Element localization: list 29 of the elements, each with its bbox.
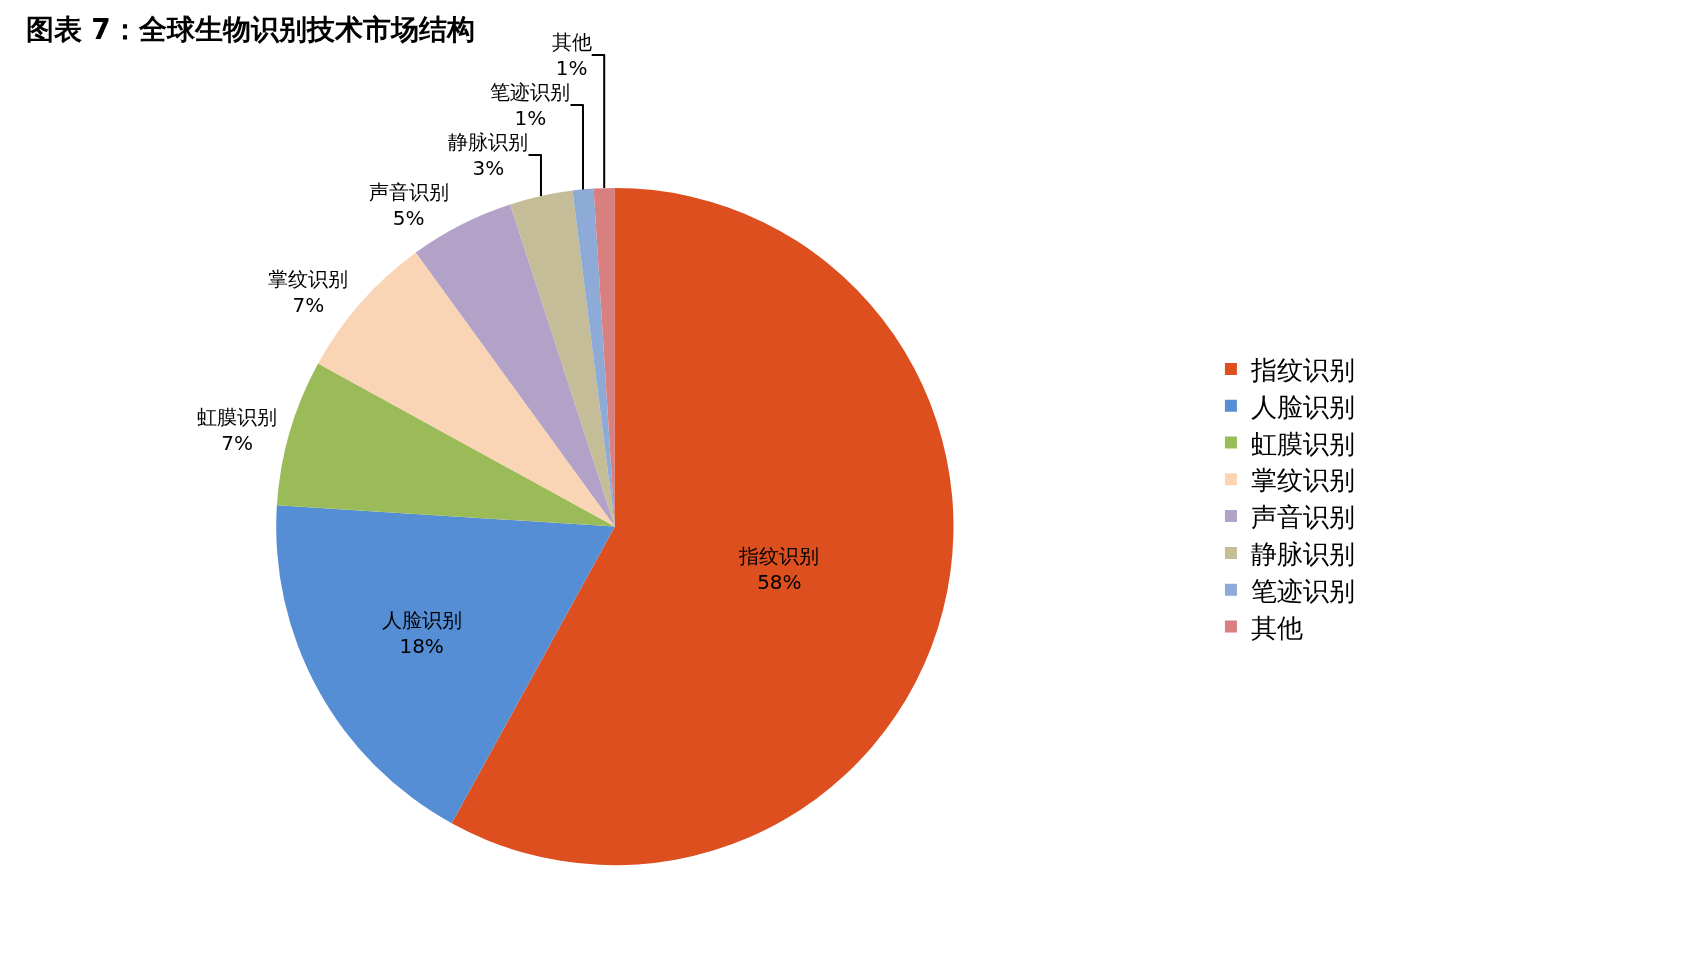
pie-slice: [510, 190, 615, 527]
legend-label: 掌纹识别: [1250, 465, 1355, 496]
data-label: 18%: [399, 633, 444, 658]
data-label: 7%: [292, 292, 325, 317]
slice-label: 指纹识别: [738, 543, 820, 568]
data-label: 1%: [555, 55, 588, 80]
pie-slice: [572, 188, 615, 527]
slice-label: 其他: [551, 29, 592, 54]
slice-label: 虹膜识别: [197, 405, 278, 430]
pie-slice: [276, 505, 615, 824]
legend-label: 声音识别: [1250, 502, 1355, 533]
data-label: 3%: [472, 155, 505, 180]
legend-label: 其他: [1250, 612, 1303, 643]
slice-label: 声音识别: [368, 179, 449, 204]
pie-slice: [276, 363, 615, 527]
legend-label: 笔迹识别: [1250, 575, 1355, 606]
data-label: 1%: [514, 105, 547, 130]
chart-title: 图表 7：全球生物识别技术市场结构: [25, 12, 475, 46]
slice-label: 人脸识别: [381, 607, 462, 632]
legend-label: 虹膜识别: [1250, 428, 1355, 459]
legend-label: 静脉识别: [1250, 539, 1355, 570]
slice-label: 笔迹识别: [490, 79, 571, 104]
data-label: 5%: [392, 205, 425, 230]
slice-label: 掌纹识别: [268, 266, 349, 291]
data-label: 7%: [221, 431, 254, 456]
legend-label: 指纹识别: [1249, 355, 1355, 386]
data-label: 58%: [757, 569, 802, 594]
legend-label: 人脸识别: [1250, 391, 1355, 422]
slice-label: 静脉识别: [448, 129, 529, 154]
